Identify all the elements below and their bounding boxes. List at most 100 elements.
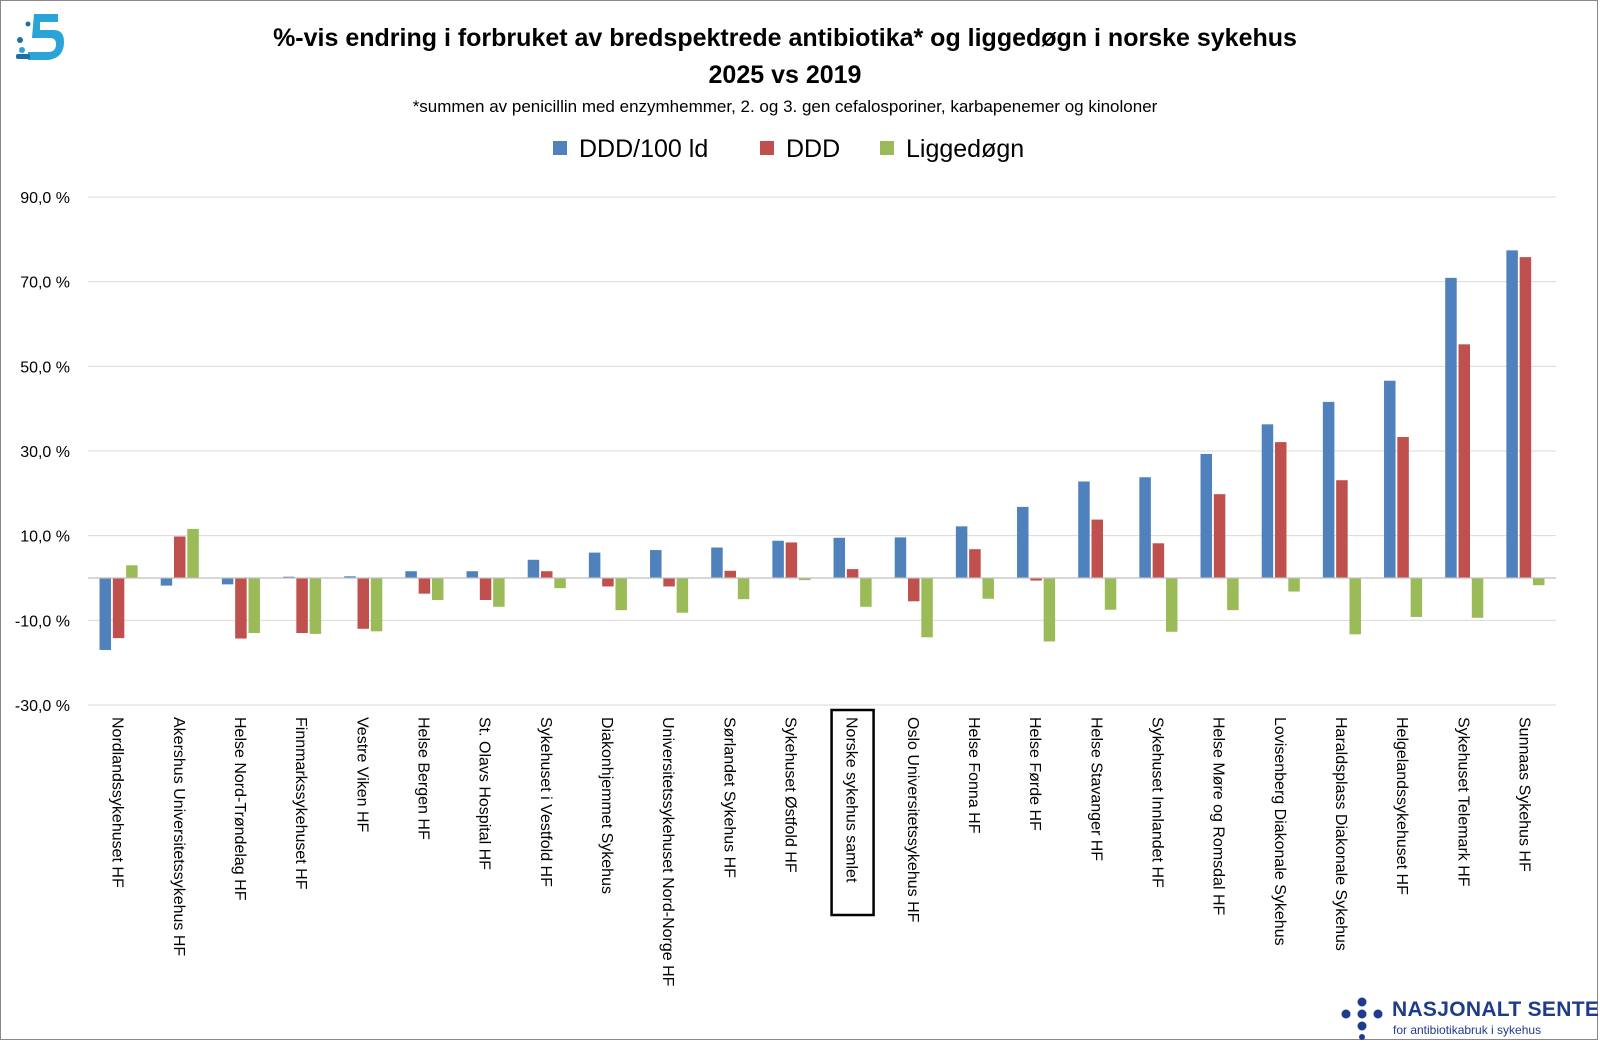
bar bbox=[479, 578, 492, 601]
bar bbox=[309, 578, 322, 634]
bar bbox=[908, 578, 920, 602]
bar bbox=[248, 578, 260, 634]
bar bbox=[676, 578, 689, 613]
bar bbox=[894, 537, 907, 578]
bar bbox=[1336, 480, 1348, 578]
chart-legend: DDD/100 ld DDD Liggedøgn bbox=[553, 135, 1024, 163]
bar bbox=[541, 571, 553, 578]
bar bbox=[1322, 401, 1335, 578]
bar bbox=[833, 537, 846, 578]
bar bbox=[650, 550, 662, 578]
chart-title: %-vis endring i forbruket av bredspektre… bbox=[273, 24, 1297, 52]
x-tick-label: Sykehuset Østfold HF bbox=[781, 717, 798, 873]
x-tick-label: Universitetssykehuset Nord-Norge HF bbox=[659, 717, 676, 987]
x-tick-label: Sunnaas Sykehus HF bbox=[1515, 717, 1532, 872]
bar bbox=[1275, 442, 1287, 578]
x-tick-label: Lovisenberg Diakonale Sykehus bbox=[1271, 717, 1288, 946]
x-tick-label: Sykehuset Innlandet HF bbox=[1148, 717, 1165, 888]
x-axis: Nordlandssykehuset HF Akershus Universite… bbox=[88, 577, 1556, 987]
legend-swatch bbox=[553, 141, 567, 155]
x-tick-label: Nordlandssykehuset HF bbox=[109, 717, 126, 888]
bar bbox=[1288, 578, 1300, 592]
x-tick-label: Sykehuset i Vestfold HF bbox=[537, 717, 554, 887]
bar bbox=[846, 569, 859, 578]
bar bbox=[418, 578, 431, 594]
x-tick-label: Helse Fonna HF bbox=[965, 717, 982, 834]
bar bbox=[921, 578, 933, 638]
legend-label: DDD bbox=[786, 135, 840, 163]
bar bbox=[1445, 277, 1457, 578]
x-tick-label: Akershus Universitetssykehus HF bbox=[170, 717, 187, 956]
bar bbox=[235, 578, 247, 639]
bar bbox=[174, 536, 186, 578]
highlight-box bbox=[830, 708, 875, 917]
chart-gridlines bbox=[88, 196, 1556, 706]
bar bbox=[112, 578, 125, 639]
bar bbox=[588, 552, 601, 578]
bar bbox=[160, 578, 173, 586]
bar bbox=[1152, 543, 1165, 578]
bar bbox=[1104, 578, 1117, 610]
bar bbox=[1017, 506, 1029, 578]
x-tick-label: Sykehuset Telemark HF bbox=[1454, 717, 1471, 887]
y-tick-label: 30,0 % bbox=[20, 444, 70, 461]
bar bbox=[772, 540, 784, 578]
bar bbox=[126, 565, 138, 578]
bar bbox=[737, 578, 750, 600]
y-axis: -30,0 % -10,0 % 10,0 % 30,0 % 50,0 % 70,0 % 90… bbox=[15, 190, 70, 715]
legend-swatch bbox=[760, 141, 774, 155]
bar bbox=[711, 547, 723, 578]
bar bbox=[99, 578, 112, 650]
bar bbox=[1078, 481, 1090, 578]
bar bbox=[1397, 437, 1409, 578]
bar bbox=[221, 578, 234, 585]
bar bbox=[554, 578, 566, 589]
y-tick-label: 70,0 % bbox=[20, 275, 70, 292]
bar bbox=[798, 578, 811, 581]
bar bbox=[431, 578, 444, 601]
bar bbox=[982, 578, 994, 599]
x-tick-label: Oslo Universitetssykehus HF bbox=[904, 717, 921, 923]
bar bbox=[1506, 250, 1518, 578]
bar bbox=[663, 578, 675, 587]
bar bbox=[955, 526, 968, 578]
bar bbox=[1139, 477, 1151, 578]
bar bbox=[405, 571, 417, 578]
bar bbox=[1227, 578, 1239, 611]
x-tick-label: Haraldsplass Diakonale Sykehus bbox=[1332, 717, 1349, 951]
bar bbox=[1471, 578, 1484, 618]
bar bbox=[357, 578, 369, 629]
bar bbox=[466, 571, 479, 578]
bar bbox=[283, 576, 295, 578]
bar bbox=[1349, 578, 1361, 635]
nsas-logo: NASJONALT SENTER for antibiotikabruk i s… bbox=[1336, 996, 1600, 1040]
bar bbox=[602, 578, 614, 587]
bar bbox=[1030, 578, 1042, 581]
x-tick-label: Helgelandssykehuset HF bbox=[1393, 717, 1410, 895]
y-tick-label: 50,0 % bbox=[20, 359, 70, 376]
y-tick-label: 90,0 % bbox=[20, 190, 70, 207]
bar bbox=[493, 578, 505, 607]
bar bbox=[1200, 453, 1213, 578]
bar bbox=[527, 559, 540, 578]
bar bbox=[1213, 494, 1226, 578]
x-tick-label: St. Olavs Hospital HF bbox=[476, 717, 493, 870]
nsas-logo-name: NASJONALT SENTER bbox=[1392, 998, 1600, 1021]
y-tick-label: -10,0 % bbox=[15, 613, 70, 630]
bar bbox=[1165, 578, 1178, 632]
bar bbox=[1458, 344, 1470, 578]
x-tick-label: Finnmarkssykehuset HF bbox=[292, 717, 309, 890]
x-tick-label: Norske sykehus samlet bbox=[843, 717, 860, 883]
y-tick-label: 10,0 % bbox=[20, 529, 70, 546]
y-tick-label: -30,0 % bbox=[15, 698, 70, 715]
legend-label: Liggedøgn bbox=[906, 135, 1024, 163]
nsas-dots-logo-icon bbox=[1341, 997, 1383, 1040]
x-tick-label: Helse Møre og Romsdal HF bbox=[1210, 717, 1227, 916]
chart-bars bbox=[99, 250, 1545, 650]
chart-title-line2: 2025 vs 2019 bbox=[709, 61, 862, 89]
x-tick-label: Helse Førde HF bbox=[1026, 717, 1043, 831]
nsas-logo-subtitle: for antibiotikabruk i sykehus bbox=[1393, 1023, 1542, 1037]
x-tick-label: Vestre Viken HF bbox=[353, 717, 370, 833]
legend-swatch bbox=[880, 141, 894, 155]
